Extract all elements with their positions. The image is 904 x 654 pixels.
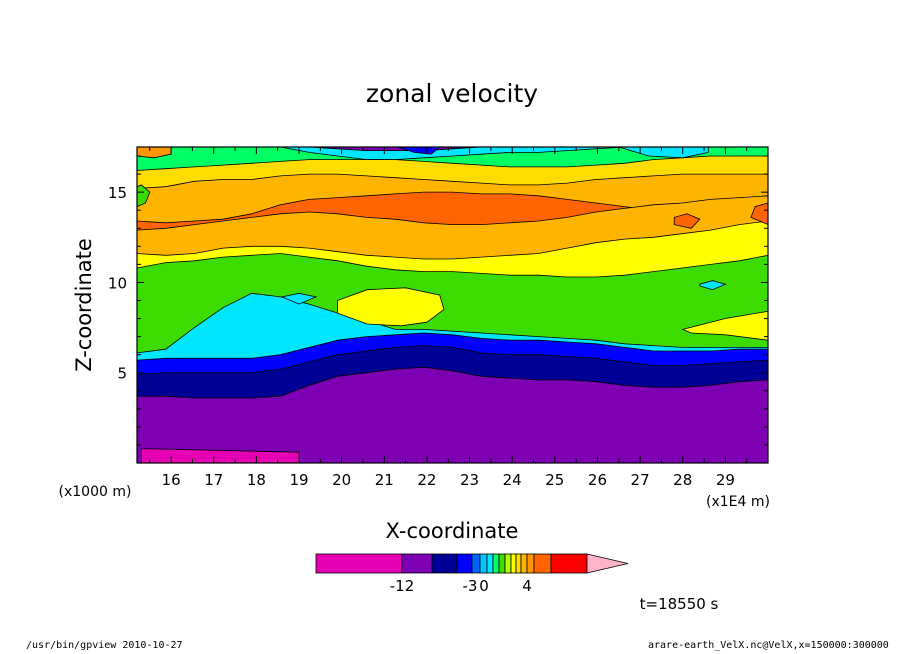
colorbar-segment xyxy=(431,553,458,574)
contour-blob xyxy=(337,287,445,327)
x-axis-label: X-coordinate xyxy=(386,519,519,543)
contour-blob xyxy=(137,184,151,208)
contour-blob xyxy=(699,280,727,291)
colorbar-segment xyxy=(486,553,494,574)
colorbar-segment xyxy=(533,553,552,574)
x-axis-unit: (x1E4 m) xyxy=(706,494,770,510)
contour-blob xyxy=(618,147,709,159)
x-tick-label: 26 xyxy=(588,471,607,489)
plot-frame xyxy=(136,146,769,464)
colorbar-tick-label: -12 xyxy=(390,577,415,595)
x-tick-label: 21 xyxy=(375,471,394,489)
x-tick-label: 19 xyxy=(289,471,308,489)
contour-blob xyxy=(673,213,701,229)
colorbar-arrow xyxy=(586,553,629,574)
y-tick-label: 10 xyxy=(108,274,127,292)
x-tick-label: 28 xyxy=(673,471,692,489)
colorbar-labels: -12 -3 0 4 xyxy=(390,577,532,595)
x-tick-label: 17 xyxy=(204,471,223,489)
colorbar-segment xyxy=(456,553,473,574)
contour-blob xyxy=(140,448,300,463)
chart-title: zonal velocity xyxy=(366,79,538,108)
x-tick-label: 25 xyxy=(545,471,564,489)
colorbar-segment xyxy=(504,553,512,574)
colorbar-segment xyxy=(550,553,588,574)
x-tick-label: 29 xyxy=(716,471,735,489)
colorbar-segment xyxy=(471,553,481,574)
x-tick-label: 20 xyxy=(332,471,351,489)
x-tick-label: 23 xyxy=(460,471,479,489)
x-tick-label: 18 xyxy=(247,471,266,489)
contour-blob xyxy=(280,292,318,305)
colorbar-tick-label: 4 xyxy=(522,577,532,595)
x-tick-label: 22 xyxy=(417,471,436,489)
x-tick-label: 24 xyxy=(503,471,522,489)
colorbar-segment xyxy=(526,553,535,574)
time-label: t=18550 s xyxy=(640,595,719,613)
colorbar-segment xyxy=(492,553,500,574)
colorbar-segment xyxy=(498,553,506,574)
y-tick-label: 5 xyxy=(117,365,127,383)
x-tick-label: 16 xyxy=(162,471,181,489)
colorbar-segment xyxy=(401,553,433,574)
x-axis-ticks: 16 17 18 19 20 21 22 23 24 25 26 27 28 29 xyxy=(149,147,748,489)
footer-left: /usr/bin/gpview 2010-10-27 xyxy=(26,640,183,651)
footer-right: arare-earth_VelX.nc@VelX,x=150000:300000 xyxy=(648,640,889,651)
colorbar-tick-label: 0 xyxy=(479,577,489,595)
y-axis-unit: (x1000 m) xyxy=(59,484,132,500)
y-tick-label: 15 xyxy=(108,184,127,202)
contour-fill xyxy=(137,147,768,463)
y-axis-ticks: 5 10 15 xyxy=(108,155,768,446)
y-axis-label: Z-coordinate xyxy=(72,238,96,372)
x-tick-label: 27 xyxy=(631,471,650,489)
colorbar xyxy=(315,553,629,574)
colorbar-segment xyxy=(479,553,488,574)
colorbar-segment xyxy=(510,553,517,574)
colorbar-segment xyxy=(515,553,522,574)
contour-blob xyxy=(681,310,768,341)
colorbar-segment xyxy=(520,553,528,574)
colorbar-segment xyxy=(315,553,403,574)
contour-blob xyxy=(750,202,768,226)
contour-blob xyxy=(396,147,441,155)
contour-band xyxy=(137,366,768,463)
colorbar-tick-label: -3 xyxy=(463,577,478,595)
